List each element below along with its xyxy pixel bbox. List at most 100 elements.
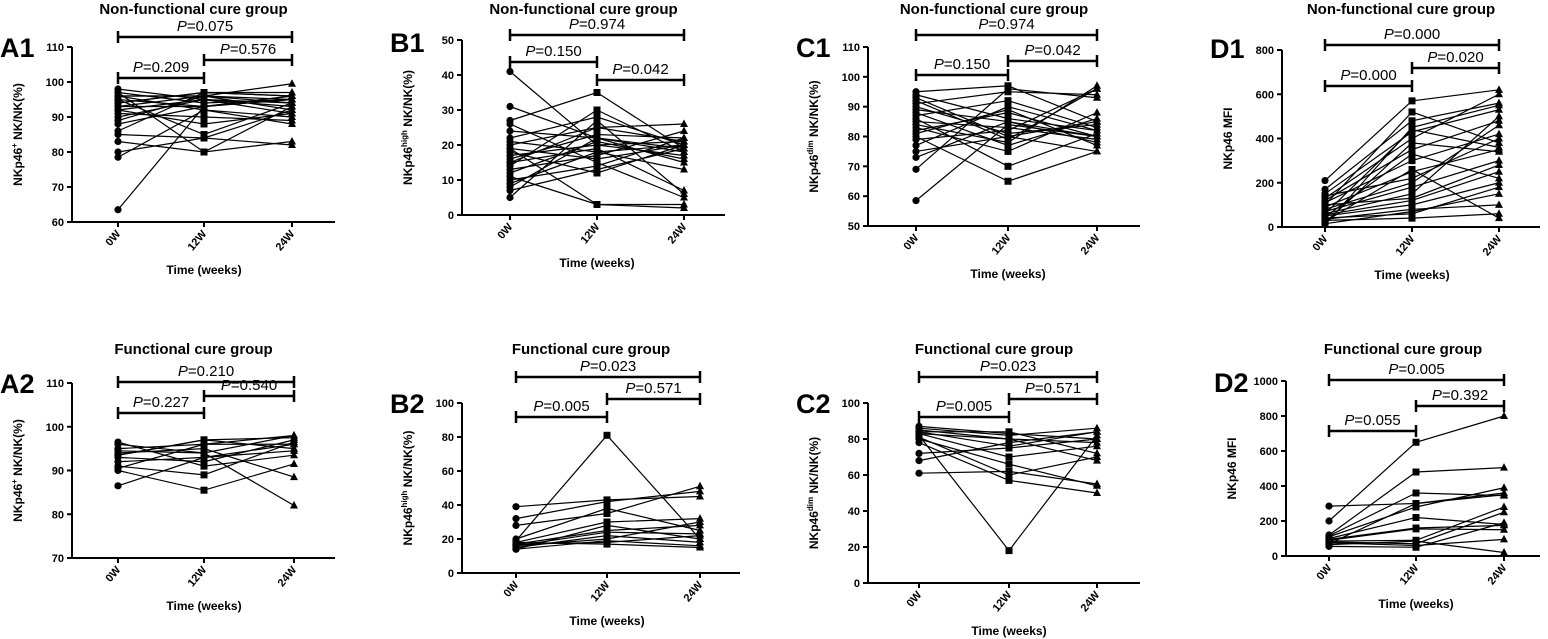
chart-title: Functional cure group bbox=[1324, 341, 1482, 358]
data-point-square bbox=[1408, 117, 1416, 125]
p-symbol: P bbox=[525, 43, 535, 60]
p-symbol: P bbox=[1432, 387, 1442, 404]
data-point-square bbox=[1408, 190, 1416, 198]
data-point-triangle bbox=[1500, 548, 1508, 556]
p-value: =0.000 bbox=[1350, 67, 1396, 84]
data-point-square bbox=[1408, 208, 1416, 216]
p-value-label: P=0.005 bbox=[1388, 361, 1444, 378]
x-axis-label: Time (weeks) bbox=[166, 263, 241, 277]
data-point-square bbox=[603, 431, 611, 439]
y-tick-label: 100 bbox=[46, 77, 64, 89]
p-symbol: P bbox=[1427, 49, 1437, 66]
data-point-triangle bbox=[1495, 156, 1503, 164]
data-point-triangle bbox=[290, 501, 298, 509]
p-value-label: P=0.974 bbox=[569, 16, 625, 33]
data-point-square bbox=[593, 148, 601, 156]
data-point-square bbox=[1412, 525, 1420, 533]
data-point-triangle bbox=[1093, 117, 1101, 125]
data-point-triangle bbox=[1495, 120, 1503, 129]
data-point-square bbox=[593, 124, 601, 131]
data-point-circle bbox=[506, 67, 514, 76]
p-value-label: P=0.055 bbox=[1344, 412, 1400, 429]
p-value: =0.540 bbox=[231, 377, 277, 394]
y-axis-label: NKp46high NK/NK(%) bbox=[400, 70, 415, 185]
p-value: =0.042 bbox=[1034, 42, 1080, 59]
x-tick-label: 0W bbox=[1310, 233, 1330, 254]
x-axis-label: Time (weeks) bbox=[1378, 597, 1453, 611]
data-point-triangle bbox=[290, 433, 298, 441]
data-point-square bbox=[200, 103, 208, 110]
y-tick-label: 110 bbox=[842, 42, 860, 54]
x-tick-label: 24W bbox=[1079, 589, 1103, 615]
x-axis-label: Time (weeks) bbox=[971, 624, 1046, 638]
data-point-triangle bbox=[1495, 189, 1503, 197]
data-point-square bbox=[1004, 135, 1012, 143]
data-point-square bbox=[603, 510, 611, 517]
p-symbol: P bbox=[220, 41, 230, 58]
chart-title: Non-functional cure group bbox=[900, 1, 1088, 18]
data-point-square bbox=[200, 471, 208, 479]
bracket-0w-24w: P=0.974 bbox=[508, 16, 686, 41]
y-tick-label: 600 bbox=[1260, 446, 1278, 458]
y-label-main: NKp46 bbox=[11, 148, 25, 186]
data-point-circle bbox=[506, 193, 514, 202]
series-line bbox=[114, 433, 298, 459]
data-point-triangle bbox=[290, 472, 298, 481]
series-line bbox=[915, 434, 1101, 457]
x-tick-label: 12W bbox=[1394, 233, 1418, 259]
data-point-circle bbox=[1321, 192, 1329, 200]
p-symbol: P bbox=[177, 18, 187, 35]
data-point-triangle bbox=[288, 137, 296, 145]
y-tick-label: 0 bbox=[854, 578, 860, 590]
series-line bbox=[915, 427, 1101, 465]
data-point-circle bbox=[114, 206, 122, 214]
p-symbol: P bbox=[1025, 380, 1035, 397]
y-tick-label: 70 bbox=[52, 182, 64, 194]
p-symbol: P bbox=[625, 380, 635, 397]
data-point-triangle bbox=[1500, 507, 1508, 516]
p-symbol: P bbox=[1388, 361, 1398, 378]
chart-title: Functional cure group bbox=[512, 341, 670, 358]
data-point-square bbox=[1004, 82, 1012, 90]
data-point-circle bbox=[114, 451, 122, 459]
data-point-square bbox=[593, 106, 601, 114]
data-point-square bbox=[1408, 97, 1416, 105]
series-line bbox=[512, 481, 704, 530]
y-label-suffix: NK/NK(%) bbox=[807, 80, 821, 140]
x-tick-label: 24W bbox=[1079, 232, 1103, 258]
data-point-triangle bbox=[1495, 129, 1503, 138]
p-symbol: P bbox=[1344, 412, 1354, 429]
x-tick-label: 12W bbox=[589, 579, 613, 605]
data-point-triangle bbox=[288, 79, 296, 87]
data-point-square bbox=[593, 201, 601, 208]
data-point-triangle bbox=[290, 437, 298, 446]
data-point-square bbox=[200, 458, 208, 466]
series-line bbox=[114, 92, 296, 106]
p-symbol: P bbox=[580, 358, 590, 375]
data-point-circle bbox=[1325, 540, 1333, 548]
chart-title: Non-functional cure group bbox=[489, 1, 677, 18]
p-value: =0.075 bbox=[187, 18, 233, 35]
data-point-triangle bbox=[1500, 411, 1508, 419]
data-point-square bbox=[593, 117, 601, 124]
series-line bbox=[1321, 126, 1503, 218]
y-tick-label: 90 bbox=[52, 112, 64, 124]
y-tick-label: 200 bbox=[1260, 516, 1278, 528]
data-point-square bbox=[1004, 88, 1012, 96]
p-value: =0.227 bbox=[143, 394, 189, 411]
series-line bbox=[912, 106, 1101, 149]
y-label-superscript: + bbox=[10, 479, 19, 484]
data-point-triangle bbox=[1093, 456, 1101, 464]
series-line bbox=[1321, 85, 1503, 185]
p-value-label: P=0.023 bbox=[980, 358, 1036, 375]
y-tick-label: 60 bbox=[848, 470, 860, 482]
data-point-square bbox=[200, 113, 208, 121]
p-value: =0.150 bbox=[535, 43, 581, 60]
data-point-triangle bbox=[1093, 126, 1101, 134]
data-point-circle bbox=[912, 197, 920, 205]
data-point-triangle bbox=[288, 98, 296, 106]
p-symbol: P bbox=[1024, 42, 1034, 59]
chart-title: Functional cure group bbox=[114, 341, 272, 358]
panel-c1: C1 Non-functional cure group 50 60 70 80 90 100… bbox=[796, 1, 1140, 281]
p-symbol: P bbox=[178, 363, 188, 380]
